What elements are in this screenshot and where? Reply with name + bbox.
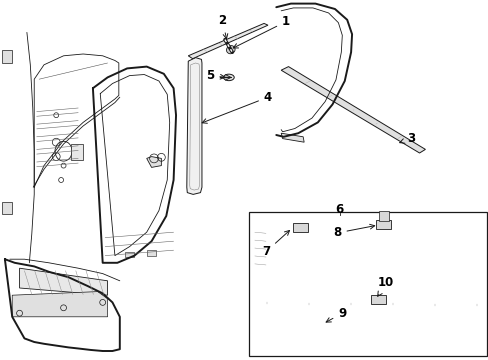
Polygon shape — [20, 268, 107, 295]
Polygon shape — [259, 223, 471, 269]
Text: 6: 6 — [335, 203, 343, 216]
Bar — [249, 212, 486, 356]
Text: 4: 4 — [202, 91, 271, 123]
FancyBboxPatch shape — [71, 144, 83, 160]
Text: 3: 3 — [399, 132, 414, 145]
Text: 2: 2 — [218, 14, 227, 39]
Text: 9: 9 — [325, 307, 346, 322]
FancyBboxPatch shape — [375, 220, 390, 229]
Text: 1: 1 — [233, 15, 289, 48]
Text: 8: 8 — [333, 224, 374, 239]
FancyBboxPatch shape — [370, 295, 385, 303]
FancyBboxPatch shape — [146, 250, 156, 256]
Bar — [2, 50, 12, 63]
Text: 7: 7 — [262, 230, 289, 258]
FancyBboxPatch shape — [378, 211, 388, 221]
Polygon shape — [256, 302, 476, 338]
Ellipse shape — [223, 74, 234, 81]
Polygon shape — [281, 133, 304, 142]
Polygon shape — [12, 292, 107, 317]
Bar — [2, 202, 12, 214]
Ellipse shape — [226, 46, 235, 54]
Polygon shape — [188, 23, 267, 59]
Polygon shape — [254, 221, 473, 274]
Polygon shape — [186, 58, 202, 194]
Circle shape — [257, 300, 265, 307]
Polygon shape — [254, 225, 266, 272]
FancyBboxPatch shape — [124, 252, 134, 257]
Text: 5: 5 — [206, 69, 224, 82]
Polygon shape — [146, 157, 161, 167]
FancyBboxPatch shape — [292, 223, 307, 232]
Polygon shape — [281, 67, 425, 153]
Text: 10: 10 — [377, 276, 394, 296]
